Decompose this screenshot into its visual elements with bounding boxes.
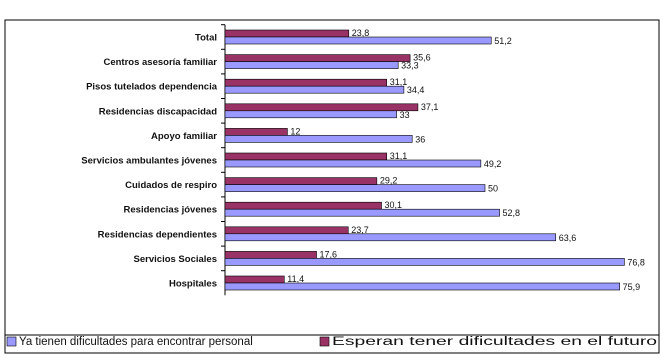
data-label-ya-tienen: 63,6 (559, 233, 577, 243)
data-label-esperan: 12 (290, 126, 300, 136)
bar-esperan (224, 54, 411, 62)
bar-ya-tienen (224, 208, 500, 217)
plot-area: Total 23,8 51,2 Centros asesoría familiar 35… (81, 24, 645, 296)
legend-label-esperan: Esperan tener dificultades en el futuro (332, 336, 657, 348)
bar-esperan (224, 177, 378, 185)
data-label-esperan: 35,6 (413, 53, 431, 63)
bar-esperan (224, 275, 285, 284)
category-label: Residencias jóvenes (124, 205, 217, 216)
data-label-ya-tienen: 52,8 (503, 208, 521, 218)
bar-ya-tienen (224, 159, 482, 168)
data-label-ya-tienen: 33 (400, 110, 410, 120)
data-label-esperan: 31,1 (390, 77, 408, 87)
bar-ya-tienen (224, 110, 397, 119)
bar-ya-tienen (224, 61, 399, 69)
category-label: Centros asesoría familiar (103, 57, 217, 68)
category-label: Apoyo familiar (151, 131, 217, 142)
bar-esperan (224, 29, 350, 38)
data-label-ya-tienen: 76,8 (627, 257, 645, 267)
data-label-esperan: 17,6 (320, 249, 338, 259)
bar-ya-tienen (224, 85, 405, 94)
data-label-ya-tienen: 49,2 (484, 159, 502, 169)
bar-ya-tienen (224, 36, 492, 45)
bar-ya-tienen (224, 233, 557, 242)
bar-esperan (224, 152, 388, 161)
data-label-esperan: 37,1 (421, 102, 439, 112)
bar-esperan (224, 128, 288, 136)
legend: Ya tienen dificultades para encontrar pe… (5, 334, 659, 348)
data-label-esperan: 23,8 (352, 28, 370, 38)
bar-ya-tienen (224, 282, 620, 291)
data-label-ya-tienen: 75,9 (623, 282, 641, 292)
category-label: Servicios Sociales (134, 254, 217, 265)
category-label: Total (195, 33, 217, 44)
category-label: Servicios ambulantes jóvenes (81, 156, 217, 167)
bar-ya-tienen (224, 184, 486, 192)
bar-esperan (224, 103, 419, 112)
data-label-ya-tienen: 51,2 (494, 36, 512, 46)
bar-ya-tienen (224, 135, 413, 143)
category-label: Pisos tutelados dependencia (86, 82, 218, 93)
data-label-ya-tienen: 50 (488, 184, 498, 194)
bar-esperan (224, 226, 349, 235)
category-label: Cuidados de respiro (125, 180, 217, 191)
legend-swatch-esperan (319, 336, 330, 347)
category-label: Residencias discapacidad (99, 106, 217, 117)
data-label-esperan: 30,1 (385, 200, 403, 210)
data-label-ya-tienen: 33,3 (401, 61, 419, 71)
data-label-esperan: 11,4 (287, 274, 304, 284)
category-label: Residencias dependientes (98, 229, 217, 240)
bar-esperan (224, 78, 388, 87)
data-label-esperan: 31,1 (390, 151, 408, 161)
data-label-esperan: 29,2 (380, 176, 398, 186)
category-label: Hospitales (169, 279, 217, 290)
legend-label-ya-tienen: Ya tienen dificultades para encontrar pe… (19, 336, 253, 348)
data-label-ya-tienen: 36 (415, 134, 425, 144)
bar-esperan (224, 201, 382, 210)
bar-esperan (224, 251, 317, 259)
data-label-ya-tienen: 34,4 (407, 85, 425, 95)
data-label-esperan: 23,7 (351, 225, 369, 235)
legend-swatch-ya-tienen (6, 336, 17, 347)
bar-ya-tienen (224, 258, 625, 266)
